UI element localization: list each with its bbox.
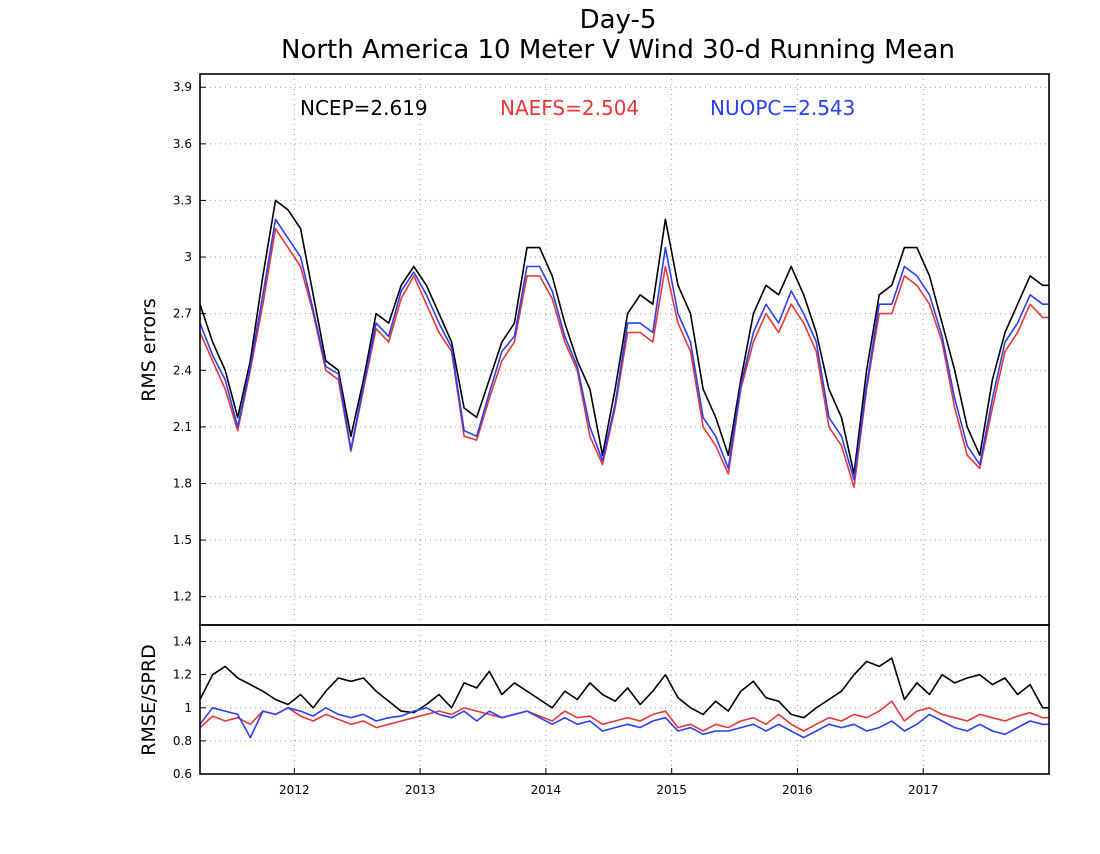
top-panel-y-ticks: 1.2 1.5 1.8 2.1 2.4 2.7 3 3.3 3.6 3.9 [173,80,206,604]
bottom-panel-y-tick-label: 0.8 [173,734,192,748]
bottom-panel-grid [200,625,1049,775]
chart-subtitle: North America 10 Meter V Wind 30-d Runni… [281,35,955,65]
top-panel-series-ncep [199,199,1049,475]
bottom-panel-y-tick-label: 1 [184,701,192,715]
bottom-panel-y-tick-label: 0.6 [173,767,192,781]
bottom-panel-series-nuopc [199,706,1049,739]
bottom-panel-series-ncep [199,657,1049,719]
top-panel-y-tick-label: 2.1 [173,420,192,434]
top-panel-y-tick-label: 3.6 [173,137,192,151]
top-panel-y-axis-label: RMS errors [138,298,160,402]
x-tick-label: 2015 [656,783,687,797]
x-axis-ticks: 2012 2013 2014 2015 2016 2017 [279,768,938,797]
bottom-panel-series [199,657,1049,739]
top-panel-y-tick-label: 1.5 [173,533,192,547]
top-panel-y-tick-label: 3.3 [173,193,192,207]
top-panel-y-tick-label: 3.9 [173,80,192,94]
x-tick-label: 2017 [908,783,939,797]
bottom-panel-y-ticks: 0.6 0.8 1 1.2 1.4 [173,635,206,781]
legend-entry-nuopc: NUOPC=2.543 [710,96,855,120]
top-panel-series-naefs [199,227,1049,489]
top-panel-series-nuopc [199,218,1049,481]
legend-entry-naefs: NAEFS=2.504 [500,96,639,120]
top-panel-y-tick-label: 3 [184,250,192,264]
x-tick-label: 2013 [405,783,436,797]
top-panel-y-tick-label: 2.7 [173,307,192,321]
top-panel-grid [200,74,1049,625]
x-tick-label: 2014 [531,783,562,797]
x-tick-label: 2012 [279,783,310,797]
bottom-panel-y-axis-label: RMSE/SPRD [138,644,160,755]
chart-title: Day-5 [580,5,657,35]
top-panel-series [199,199,1049,489]
bottom-panel-y-tick-label: 1.4 [173,635,192,649]
top-panel-y-tick-label: 1.8 [173,476,192,490]
top-panel-y-tick-label: 1.2 [173,590,192,604]
top-panel-y-tick-label: 2.4 [173,363,192,377]
bottom-panel-series-naefs [199,700,1049,732]
legend-entry-ncep: NCEP=2.619 [300,96,428,120]
x-tick-label: 2016 [782,783,813,797]
legend: NCEP=2.619 NAEFS=2.504 NUOPC=2.543 [300,96,855,120]
bottom-panel-frame [199,624,1050,775]
bottom-panel-y-tick-label: 1.2 [173,668,192,682]
